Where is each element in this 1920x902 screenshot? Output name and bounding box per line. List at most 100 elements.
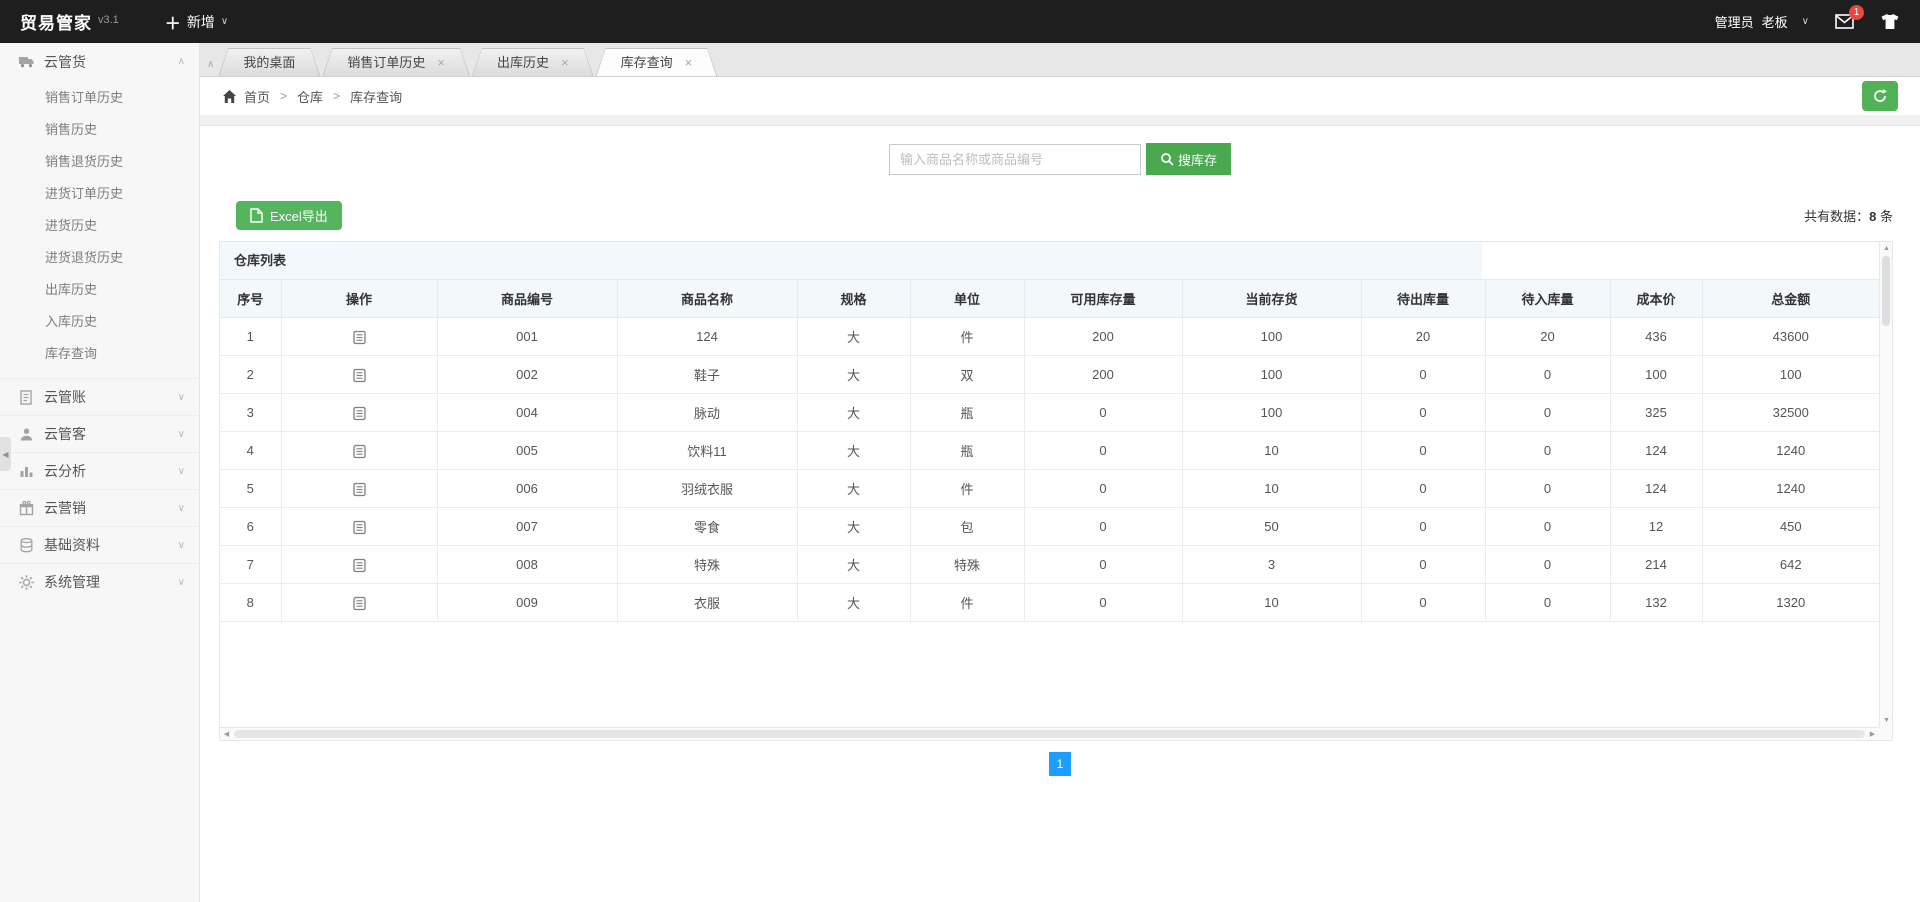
table-cell: 件 [910, 469, 1025, 508]
table-cell: 005 [437, 431, 618, 470]
theme-button[interactable] [1880, 13, 1900, 30]
chart-icon [20, 466, 33, 477]
table-cell: 2 [220, 355, 282, 394]
table-cell: 006 [437, 469, 618, 508]
breadcrumb-home[interactable]: 首页 [244, 89, 271, 105]
row-detail-icon[interactable] [352, 444, 367, 459]
sidebar-item-inventory-query[interactable]: 库存查询 [45, 346, 98, 361]
table-cell: 0 [1024, 545, 1183, 584]
row-detail-icon[interactable] [352, 406, 367, 421]
row-detail-icon[interactable] [352, 520, 367, 535]
sidebar-item-sales-order-history[interactable]: 销售订单历史 [45, 90, 124, 105]
sidebar-item-inbound-history[interactable]: 入库历史 [45, 314, 98, 329]
cell-actions [281, 545, 438, 584]
close-icon[interactable]: × [560, 55, 569, 70]
horizontal-scroll-thumb[interactable] [234, 730, 1865, 738]
new-button[interactable]: ＋ 新增 ∨ [165, 10, 228, 34]
sidebar-item-sales-return-history[interactable]: 销售退货历史 [45, 154, 124, 169]
scroll-right-icon[interactable]: ▶ [1869, 731, 1876, 738]
table-row: 1 001 124 大件 200 100 20 20 436 43600 [220, 317, 1879, 356]
sidebar-item-purchase-order-history[interactable]: 进货订单历史 [45, 186, 124, 201]
table-cell: 124 [1610, 431, 1703, 470]
chevron-down-icon: ∨ [220, 16, 229, 27]
scroll-left-icon[interactable]: ◀ [223, 731, 230, 738]
page-button-1[interactable]: 1 [1049, 752, 1071, 776]
gear-icon [19, 574, 34, 590]
table-cell: 鞋子 [617, 355, 798, 394]
vertical-scroll-thumb[interactable] [1882, 256, 1890, 326]
sidebar-group-cloud-marketing[interactable]: 云营销 ∨ [0, 489, 199, 526]
table-cell: 0 [1361, 355, 1486, 394]
close-icon[interactable]: × [437, 55, 445, 70]
table-cell: 325 [1610, 393, 1703, 432]
sidebar-group-system-management[interactable]: 系统管理 ∨ [0, 563, 199, 600]
excel-export-button[interactable]: Excel导出 [236, 201, 342, 230]
row-detail-icon[interactable] [352, 596, 367, 611]
search-button[interactable]: 搜库存 [1145, 143, 1231, 175]
breadcrumb-separator: > [280, 89, 288, 103]
table-row: 7 008 特殊大特殊 0 3 0 0 214 642 [220, 545, 1879, 584]
sidebar-item-purchase-history[interactable]: 进货历史 [45, 218, 98, 233]
tab-sales-order-history[interactable]: 销售订单历史 × [322, 48, 470, 76]
table-cell: 32500 [1702, 393, 1879, 432]
table-cell: 件 [910, 583, 1025, 622]
chevron-down-icon: ∨ [177, 428, 185, 440]
col-spec: 规格 [797, 279, 911, 318]
table-cell: 瓶 [910, 431, 1025, 470]
refresh-button[interactable] [1862, 81, 1898, 111]
tab-my-desktop[interactable]: 我的桌面 [218, 48, 320, 76]
table-cell: 大 [797, 393, 911, 432]
table-cell: 7 [220, 545, 282, 584]
table-cell: 大 [797, 431, 911, 470]
vertical-scrollbar[interactable]: ▲ ▼ [1879, 242, 1892, 727]
table-cell: 6 [220, 507, 282, 546]
row-detail-icon[interactable] [352, 330, 367, 345]
mail-badge: 1 [1849, 5, 1864, 20]
table-toolbar: Excel导出 共有数据：8 条 [200, 201, 1920, 230]
sidebar-collapse-handle[interactable]: ◀ [0, 437, 11, 471]
scroll-down-icon[interactable]: ▼ [1883, 717, 1890, 724]
table-cell: 43600 [1702, 317, 1879, 356]
row-detail-icon[interactable] [352, 558, 367, 573]
mail-button[interactable]: 1 [1835, 5, 1864, 29]
sidebar-group-cloud-analysis[interactable]: 云分析 ∨ [0, 452, 199, 489]
row-detail-icon[interactable] [352, 368, 367, 383]
col-unit: 单位 [910, 279, 1025, 318]
close-icon[interactable]: × [684, 55, 693, 70]
sidebar-item-outbound-history[interactable]: 出库历史 [45, 282, 98, 297]
table-cell: 零食 [617, 507, 798, 546]
row-detail-icon[interactable] [352, 482, 367, 497]
sidebar-item-purchase-return-history[interactable]: 进货退货历史 [45, 250, 124, 265]
sidebar-group-cloud-customers[interactable]: 云管客 ∨ [0, 415, 199, 452]
scroll-up-icon[interactable]: ▲ [1883, 245, 1890, 252]
chevron-up-icon: ∧ [177, 56, 185, 67]
refresh-icon [1874, 89, 1887, 102]
table-cell: 0 [1485, 355, 1611, 394]
sidebar-item-sales-history[interactable]: 销售历史 [45, 122, 98, 137]
sidebar-group-cloud-goods[interactable]: 云管货 ∧ [0, 43, 199, 80]
inventory-table: 序号 操作 商品编号 商品名称 规格 单位 可用库存量 当前存货 待出库量 待入… [220, 279, 1879, 622]
table-cell: 100 [1702, 355, 1879, 394]
tab-inventory-query[interactable]: 库存查询 × [596, 48, 718, 76]
sidebar-group-basic-data[interactable]: 基础资料 ∨ [0, 526, 199, 563]
user-menu[interactable]: 管理员 老板 ∨ [1715, 12, 1809, 31]
mail-icon [1835, 14, 1854, 29]
sidebar-group-cloud-accounts[interactable]: 云管账 ∨ [0, 378, 199, 415]
table-cell: 124 [617, 317, 798, 356]
plus-icon: ＋ [164, 15, 181, 33]
horizontal-scrollbar[interactable]: ◀ ▶ [220, 727, 1879, 740]
table-cell: 008 [437, 545, 618, 584]
breadcrumb-warehouse[interactable]: 仓库 [297, 89, 324, 105]
table-row: 8 009 衣服大件 0 10 0 0 132 1320 [220, 583, 1879, 622]
table-row: 3 004 脉动大瓶 0 100 0 0 325 32500 [220, 393, 1879, 432]
table-cell: 450 [1702, 507, 1879, 546]
search-input[interactable] [888, 143, 1141, 175]
table-cell: 200 [1024, 317, 1183, 356]
tab-outbound-history[interactable]: 出库历史 × [472, 48, 594, 76]
table-cell: 大 [797, 583, 911, 622]
table-cell: 100 [1182, 355, 1362, 394]
cell-actions [281, 431, 438, 470]
search-bar: 搜库存 [200, 143, 1920, 175]
tshirt-icon [1881, 13, 1899, 29]
chevron-up-icon[interactable]: ∧ [207, 59, 215, 70]
